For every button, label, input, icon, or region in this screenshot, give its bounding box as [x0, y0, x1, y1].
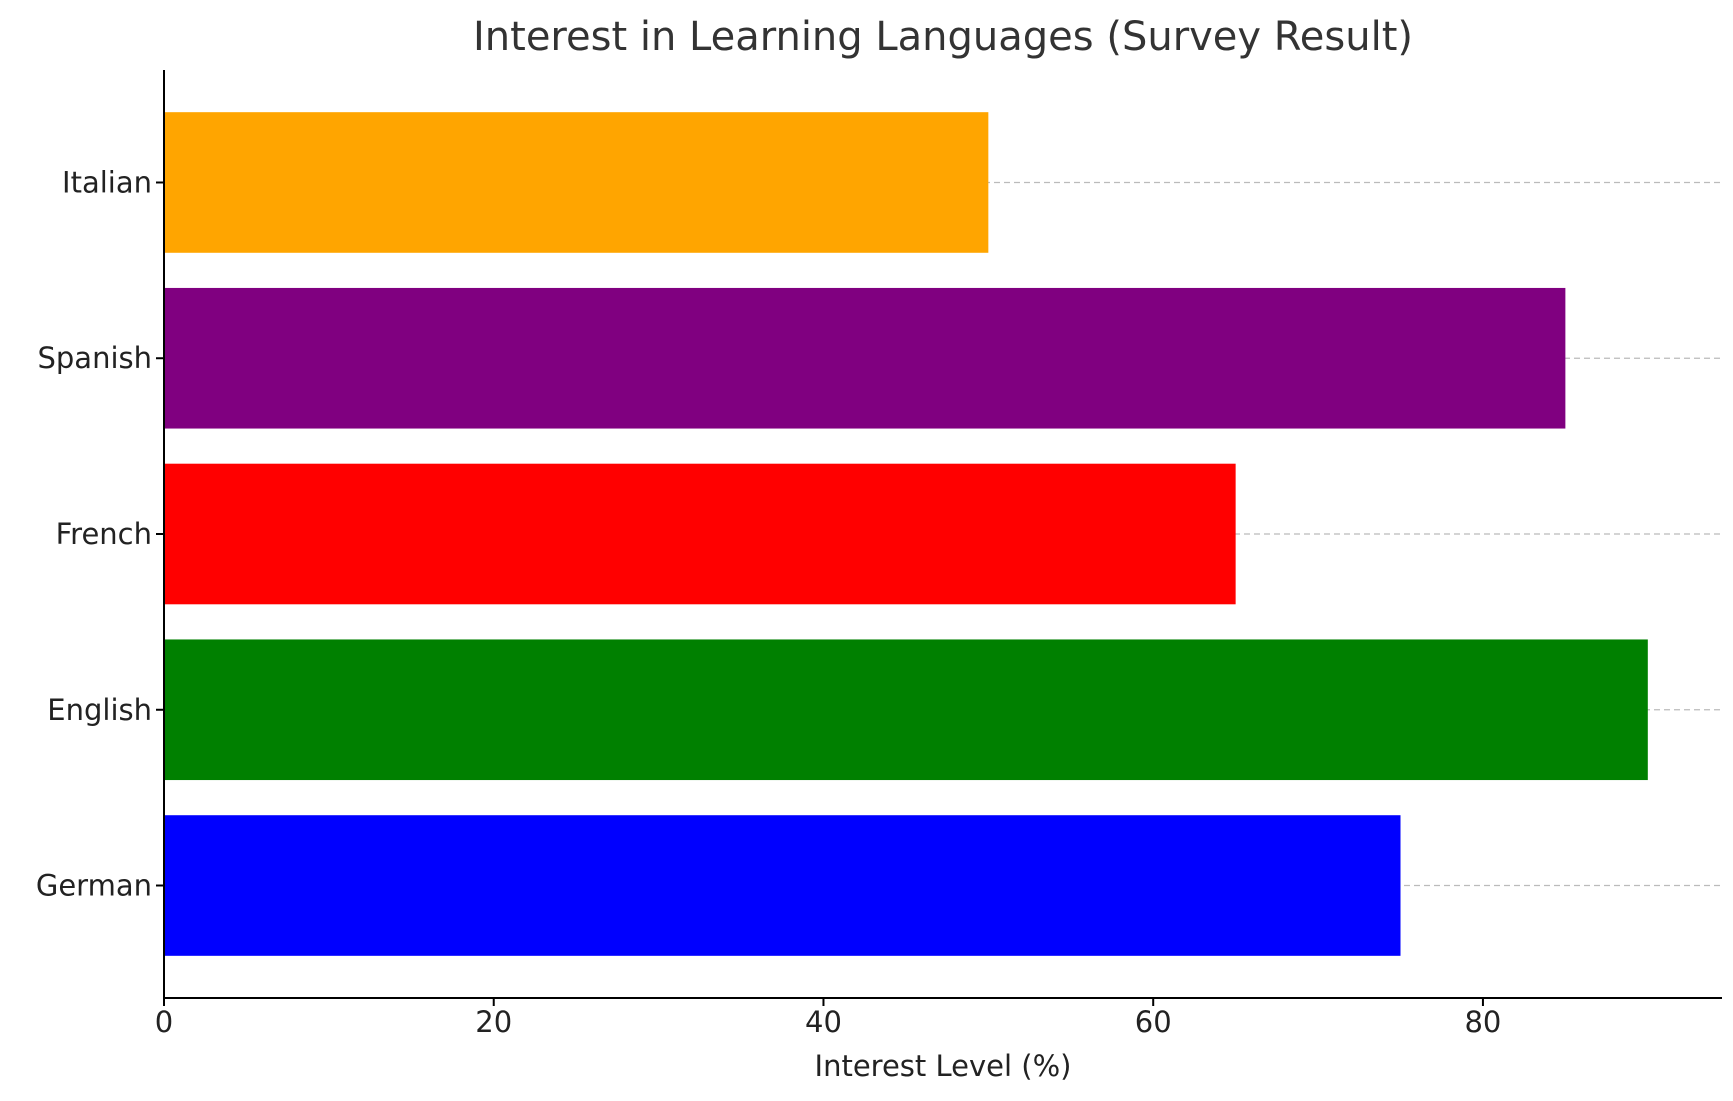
- y-tick-label: German: [36, 869, 152, 903]
- x-tick-label: 0: [155, 1005, 173, 1039]
- bar: [164, 112, 989, 253]
- bar: [164, 815, 1401, 956]
- bar: [164, 287, 1566, 429]
- x-axis-label: Interest Level (%): [815, 1049, 1072, 1083]
- y-tick-label: English: [47, 693, 152, 727]
- x-tick-label: 40: [805, 1005, 842, 1039]
- y-tick-label: Italian: [62, 165, 152, 199]
- x-tick-label: 60: [1135, 1005, 1172, 1039]
- y-tick-label: French: [56, 517, 152, 551]
- y-tick-label: Spanish: [37, 341, 152, 375]
- bar: [164, 463, 1236, 605]
- x-tick-label: 80: [1464, 1005, 1501, 1039]
- bar: [164, 639, 1648, 781]
- chart-title: Interest in Learning Languages (Survey R…: [473, 14, 1413, 60]
- x-tick-label: 20: [475, 1005, 512, 1039]
